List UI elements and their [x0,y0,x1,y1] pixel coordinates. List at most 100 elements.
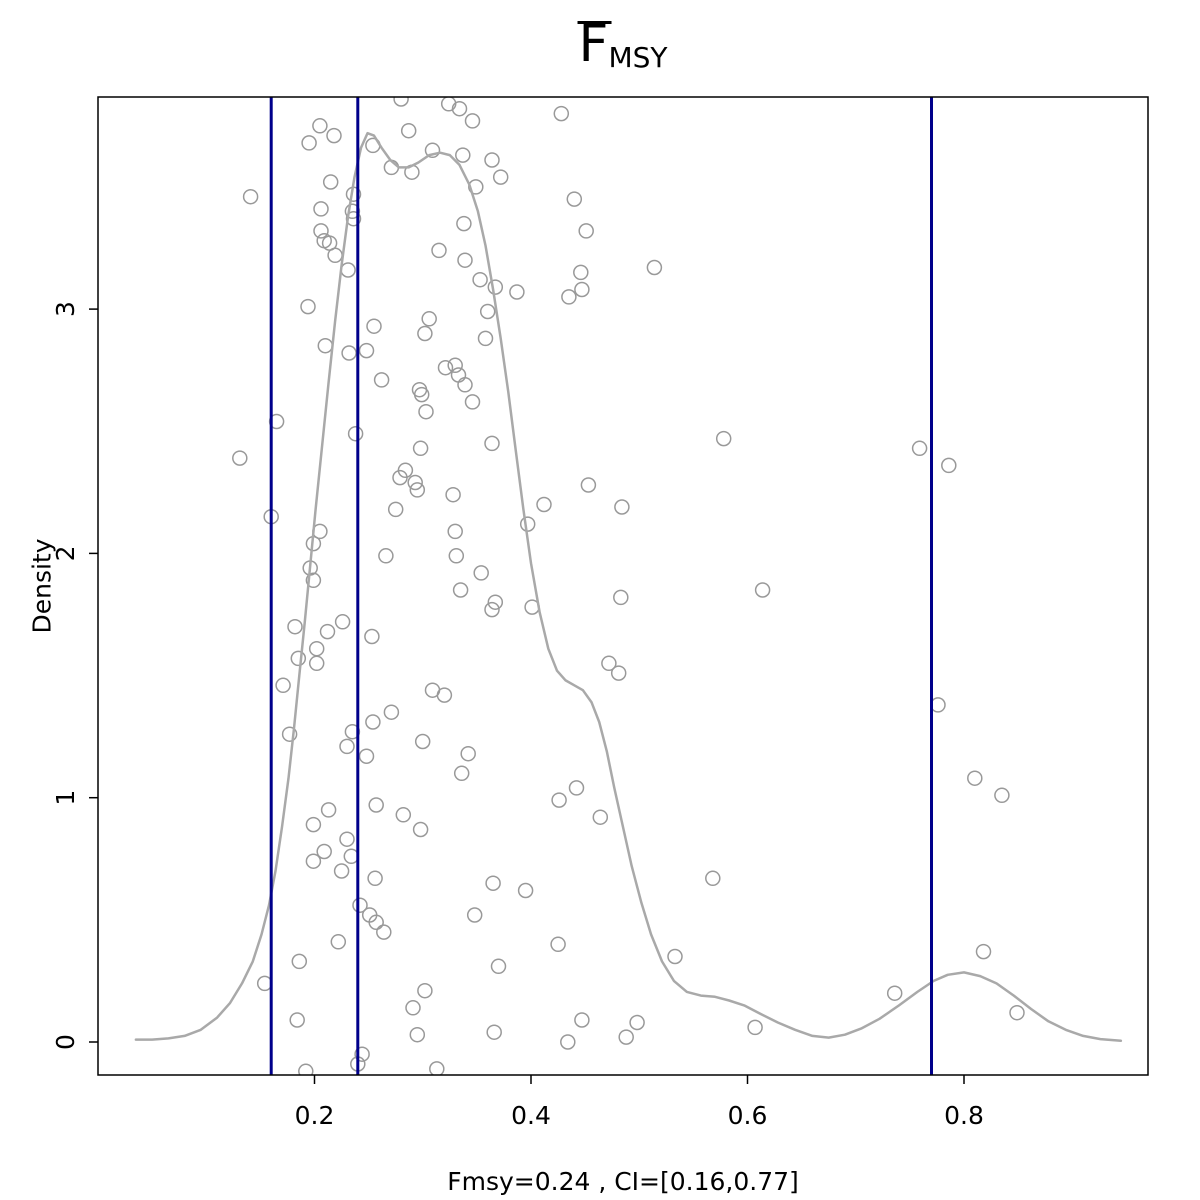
sample-point [340,262,356,278]
sample-point [747,1019,763,1036]
sample-point [479,303,496,320]
sample-point [472,271,488,288]
sample-point [358,748,375,764]
sample-point [457,377,473,393]
sample-point [320,802,337,818]
sample-point [352,897,368,913]
sample-point [705,870,721,887]
sample-point [301,135,317,151]
sample-point [573,264,589,281]
sample-point [392,469,408,486]
sample-point [967,770,983,786]
sample-point [460,745,476,762]
sample-point [487,279,504,295]
sample-point [629,1014,645,1031]
sample-point [487,594,504,610]
sample-point [387,501,404,518]
sample-point [291,953,308,970]
sample-point [560,1034,576,1050]
sample-point [345,210,362,227]
sample-point [614,499,630,515]
sample-point [308,640,325,657]
sample-point [536,496,552,513]
scatter-points [232,97,1025,1075]
sample-point [281,726,298,742]
sample-point [464,113,481,129]
sample-point [339,738,355,755]
sample-point [378,548,394,564]
sample-point [334,614,351,630]
sample-point [417,982,433,999]
sample-point [343,848,360,865]
sample-point [339,831,355,847]
sample-point [407,474,423,491]
sample-point [436,687,453,703]
sample-point [610,665,627,681]
sample-point [373,372,390,388]
sample-point [344,723,361,740]
sample-point [448,548,465,564]
sample-point [574,281,590,298]
sample-point [451,100,468,117]
sample-point [421,311,437,327]
sample-point [368,914,384,931]
sample-point [393,97,409,107]
sample-point [290,650,307,667]
sample-point [417,325,433,342]
sample-point [484,601,500,618]
sample-point [464,394,481,410]
sample-point [414,733,431,750]
sample-point [490,958,507,975]
sample-point [452,582,469,598]
plot-title: FMSY [577,14,667,74]
sample-point [450,367,467,383]
sample-point [412,821,429,838]
sample-point [646,259,663,276]
sample-point [592,809,609,825]
y-tick-label: 3 [51,301,80,317]
sample-point [354,1046,370,1062]
sample-point [457,252,473,268]
sample-point [519,516,536,532]
sample-point [268,413,285,430]
x-tick-label: 0.2 [295,1101,335,1130]
sample-point [440,97,457,112]
sample-point [550,936,566,953]
sample-point [484,152,500,168]
sample-point [568,780,585,796]
sample-point [289,1012,305,1028]
x-tick-label: 0.8 [944,1101,984,1130]
sample-point [484,435,500,452]
sample-point [317,337,334,354]
sample-point [400,122,417,139]
sample-point [456,215,472,232]
y-tick-label: 0 [51,1034,80,1050]
sample-point [364,628,380,645]
x-axis: 0.2 0.4 0.6 0.8 [295,1075,984,1130]
sample-point [413,386,430,403]
sample-point [492,169,509,185]
sample-point [313,223,329,239]
sample-point [509,284,525,300]
sample-point [618,1029,634,1045]
sample-point [578,223,594,239]
sample-point [975,943,992,960]
title-fbar: F [577,14,612,74]
sample-point [445,486,461,503]
sample-point [431,242,447,259]
sample-point [358,342,375,359]
sample-point [447,523,463,540]
sample-point [551,792,567,808]
sample-point [232,450,248,466]
y-axis-label: Density [27,538,57,634]
density-curve [134,131,1123,1043]
sample-point [405,1000,421,1016]
sample-point [941,457,957,474]
sample-point [409,1026,426,1043]
sample-point [333,863,350,879]
sample-point [313,201,329,217]
sample-point [453,765,470,782]
sample-point [566,191,583,207]
sample-point [322,174,339,190]
